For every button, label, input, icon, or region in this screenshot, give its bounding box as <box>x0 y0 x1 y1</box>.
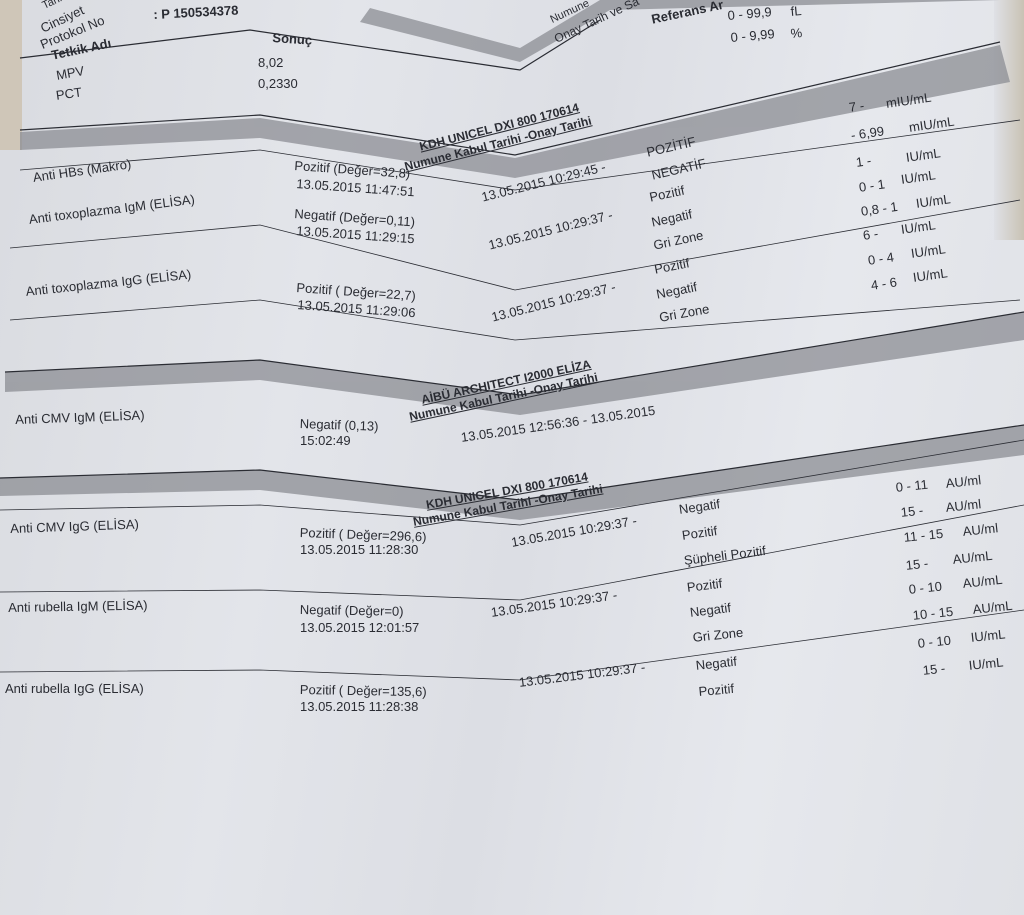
test-time: 13.05.2015 11:28:30 <box>300 542 419 557</box>
test-name: Anti rubella IgG (ELİSA) <box>5 681 144 696</box>
ref-range: 6 - <box>862 225 880 243</box>
test-result: Negatif (0,13) <box>299 416 379 434</box>
result-pct: 0,2330 <box>258 76 298 91</box>
unit-mpv: fL <box>790 3 803 19</box>
background-edge <box>0 0 22 150</box>
ref-range: 15 - <box>900 502 924 520</box>
test-result: Negatif (Değer=0) <box>299 602 404 619</box>
ref-range: 15 - <box>922 660 946 678</box>
test-result: Pozitif ( Değer=135,6) <box>299 682 427 700</box>
ref-range: 7 - <box>848 97 866 115</box>
unit-pct: % <box>790 24 803 41</box>
test-time: 13.05.2015 12:01:57 <box>300 620 420 635</box>
test-time: 13.05.2015 11:28:38 <box>300 699 419 714</box>
band-kdh-1 <box>20 45 1010 178</box>
test-time: 15:02:49 <box>300 433 351 448</box>
interp: Pozitif <box>698 680 735 699</box>
result-mpv: 8,02 <box>258 55 284 70</box>
column-result: Sonuç <box>271 30 313 48</box>
ref-range: 1 - <box>855 152 873 170</box>
test-name: Anti rubella IgM (ELİSA) <box>8 597 148 615</box>
band-kdh-2 <box>0 425 1024 520</box>
ref-range: 15 - <box>905 555 929 573</box>
